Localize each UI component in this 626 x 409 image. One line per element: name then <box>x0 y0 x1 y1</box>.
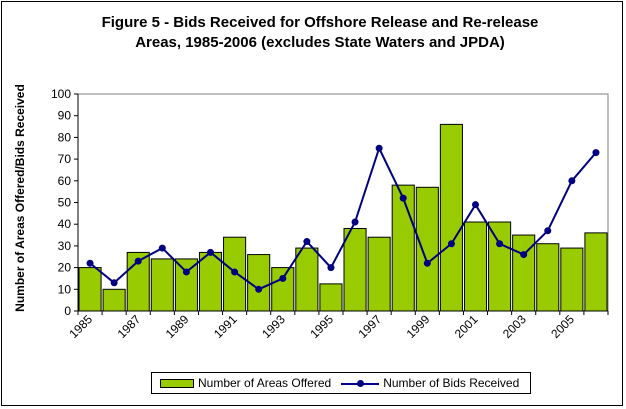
x-tick-label: 1999 <box>404 312 433 341</box>
x-tick-label: 2005 <box>548 312 577 341</box>
legend-swatch-line <box>341 379 380 388</box>
bar <box>536 243 560 312</box>
line-point <box>231 268 239 276</box>
bar <box>102 288 126 312</box>
line-point <box>134 257 142 265</box>
y-tick-label: 60 <box>58 174 72 188</box>
chart-title: Figure 5 - Bids Received for Offshore Re… <box>40 13 600 53</box>
line-point <box>182 268 190 276</box>
chart-title-line-1: Figure 5 - Bids Received for Offshore Re… <box>101 14 539 31</box>
line-point <box>496 240 504 248</box>
y-tick-label: 20 <box>58 261 72 275</box>
line-point <box>158 244 166 252</box>
bar <box>391 184 415 312</box>
legend-item-areas: Number of Areas Offered <box>160 376 331 390</box>
bar <box>150 258 174 312</box>
line-point <box>86 259 94 267</box>
bar <box>78 267 102 312</box>
x-tick-label: 2001 <box>452 312 481 341</box>
y-tick-label: 30 <box>58 239 72 253</box>
bar <box>319 283 343 312</box>
line-point <box>592 149 600 157</box>
bar <box>198 251 223 312</box>
legend-label-bids: Number of Bids Received <box>383 376 520 390</box>
x-tick-label: 1987 <box>115 312 144 341</box>
line-point <box>544 227 552 235</box>
bar <box>560 247 584 312</box>
x-tick-label: 1989 <box>163 312 192 341</box>
line-point <box>399 194 407 202</box>
line-point <box>279 274 287 282</box>
y-tick-label: 0 <box>64 304 71 318</box>
bar <box>295 247 319 312</box>
legend-item-bids: Number of Bids Received <box>341 376 519 390</box>
x-tick-label: 1993 <box>259 312 288 341</box>
y-tick-label: 90 <box>58 109 72 123</box>
y-tick-label: 50 <box>58 196 72 210</box>
y-tick-label: 10 <box>58 282 72 296</box>
line-point <box>327 264 335 272</box>
bar <box>415 186 439 312</box>
line-point <box>375 144 383 152</box>
chart-title-line-2: Areas, 1985-2006 (excludes State Waters … <box>135 34 505 51</box>
bar <box>367 236 391 312</box>
line-point <box>520 251 528 259</box>
bar <box>343 228 367 312</box>
x-tick-label: 2003 <box>500 312 529 341</box>
line-series-bids <box>89 145 597 291</box>
legend-label-areas: Number of Areas Offered <box>198 376 332 390</box>
bar <box>584 232 608 312</box>
legend-swatch-bar <box>160 378 194 388</box>
y-tick-label: 80 <box>58 130 72 144</box>
y-tick-label: 40 <box>58 217 72 231</box>
line-point <box>110 279 118 287</box>
y-tick-label: 70 <box>58 152 72 166</box>
y-tick-label: 100 <box>51 87 71 101</box>
bar <box>488 221 512 312</box>
line-point <box>568 177 576 185</box>
line-point <box>423 259 431 267</box>
line-point <box>472 201 479 209</box>
bar <box>271 267 295 312</box>
x-tick-label: 1997 <box>355 312 384 341</box>
bar <box>439 123 463 312</box>
line-point <box>255 285 263 293</box>
bar <box>463 221 488 312</box>
x-tick-label: 1991 <box>211 312 240 341</box>
line-point <box>207 248 214 256</box>
chart-legend: Number of Areas Offered Number of Bids R… <box>151 372 531 394</box>
line-point <box>447 240 455 248</box>
line-point <box>303 238 311 246</box>
x-tick-label: 1995 <box>307 312 336 341</box>
line-point <box>351 218 359 226</box>
